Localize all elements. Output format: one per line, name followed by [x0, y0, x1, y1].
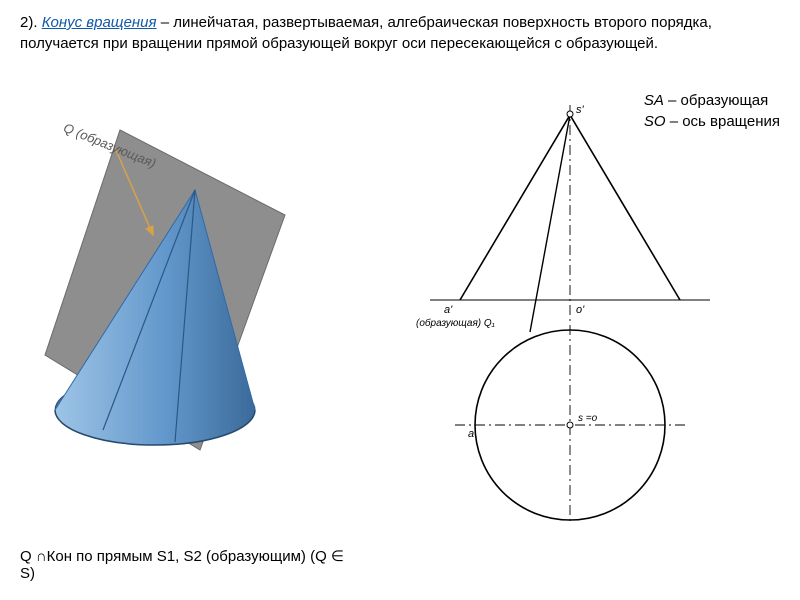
label-a-bot: a — [468, 428, 474, 440]
footer-formula: Q ∩Кон по прямым S1, S2 (образующим) (Q … — [20, 547, 344, 582]
apex-point — [567, 111, 573, 117]
label-s-prime: s' — [576, 104, 584, 116]
svg-ortho — [360, 100, 780, 530]
center-point — [567, 422, 573, 428]
figure-orthographic: s' a' o' (образующая) Q₁ s =o a — [360, 100, 780, 530]
definition-paragraph: 2). Конус вращения – линейчатая, разверт… — [0, 0, 800, 62]
label-obraz: (образующая) Q₁ — [416, 318, 495, 329]
footer-line1: Q ∩Кон по прямым S1, S2 (образующим) (Q … — [20, 547, 344, 565]
item-number: 2). — [20, 14, 38, 31]
term-cone-of-rotation: Конус вращения — [42, 14, 157, 31]
footer-line2: S) — [20, 565, 344, 582]
svg-3d — [25, 120, 325, 480]
label-a-prime: a' — [444, 304, 452, 316]
figure-3d-cone-plane: Q (образующая) — [25, 120, 325, 480]
label-s-eq-o: s =o — [578, 413, 597, 424]
label-o-prime: o' — [576, 304, 584, 316]
